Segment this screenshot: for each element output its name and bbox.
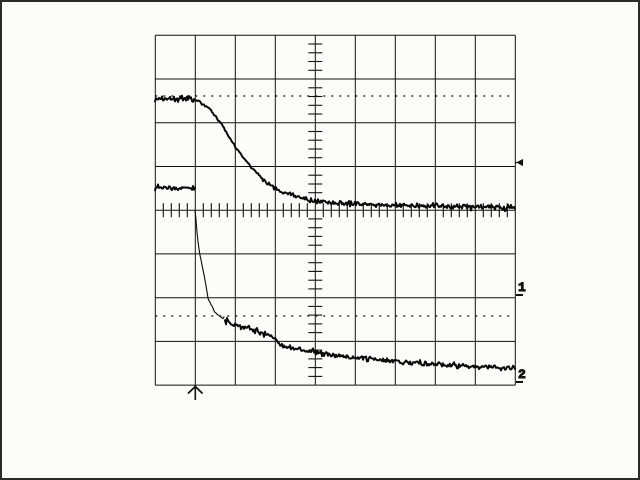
svg-text:2: 2: [518, 367, 526, 382]
svg-text:1: 1: [518, 280, 526, 295]
